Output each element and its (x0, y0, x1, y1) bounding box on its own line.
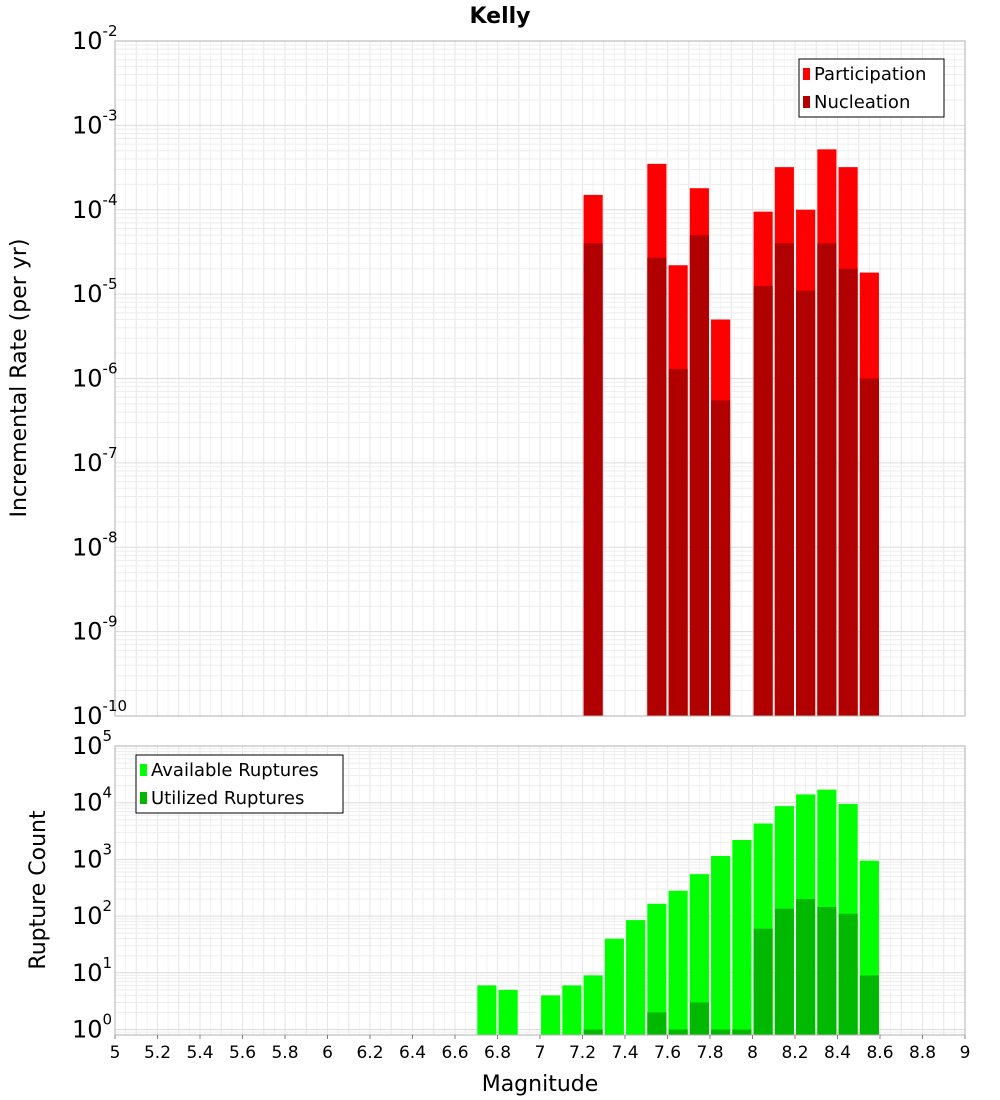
bottom-y-tick-label: 102 (72, 897, 112, 930)
top-bar-nucleation (753, 285, 773, 716)
bottom-bar-available-ruptures (647, 903, 667, 1035)
bottom-y-tick-label: 100 (72, 1011, 112, 1044)
bottom-bar-available-ruptures (477, 985, 497, 1035)
bottom-bar-available-ruptures (604, 938, 624, 1035)
bottom-y-tick-label: 104 (72, 784, 112, 817)
top-y-tick-label: 10-5 (72, 275, 118, 308)
chart-title: Kelly (469, 4, 530, 29)
bottom-legend-label: Utilized Ruptures (151, 788, 304, 809)
x-tick-label: 8.8 (909, 1043, 936, 1063)
bottom-legend-swatch (140, 792, 147, 804)
bottom-bar-utilized-ruptures (817, 906, 837, 1035)
bottom-bar-utilized-ruptures (859, 975, 879, 1035)
bottom-legend-label: Available Ruptures (151, 760, 319, 781)
bottom-bar-available-ruptures (583, 975, 603, 1035)
x-tick-label: 7.6 (654, 1043, 681, 1063)
top-legend-label: Participation (814, 64, 926, 85)
x-tick-label: 8.2 (781, 1043, 808, 1063)
bottom-bars (477, 789, 879, 1035)
x-tick-label: 7 (535, 1043, 546, 1063)
top-grid (114, 41, 966, 717)
x-tick-label: 5.2 (144, 1043, 171, 1063)
top-y-ticks: 10-10 10-9 10-8 10-7 10-6 10-5 10-4 10-3 10-2 (72, 22, 127, 730)
bottom-legend: Available Ruptures Utilized Ruptures (135, 754, 344, 814)
top-plot: 10-10 10-9 10-8 10-7 10-6 10-5 10-4 10-3 10-2 Par… (72, 22, 966, 730)
bottom-bar-utilized-ruptures (838, 913, 858, 1035)
bottom-y-tick-label: 105 (72, 727, 112, 760)
top-bar-nucleation (817, 243, 837, 717)
top-legend-box (798, 58, 945, 118)
bottom-y-tick-label: 103 (72, 840, 112, 873)
x-tick-label: 8 (747, 1043, 758, 1063)
bottom-bar-utilized-ruptures (711, 1029, 731, 1035)
top-bar-nucleation (859, 378, 879, 716)
x-tick-label: 9 (960, 1043, 971, 1063)
x-tick-label: 7.8 (696, 1043, 723, 1063)
top-y-axis-title: Incremental Rate (per yr) (7, 239, 32, 518)
bottom-bar-available-ruptures (732, 839, 752, 1035)
top-y-tick-label: 10-9 (72, 613, 118, 646)
top-legend: Participation Nucleation (798, 58, 945, 118)
bottom-bar-utilized-ruptures (732, 1029, 752, 1035)
x-tick-label: 5 (110, 1043, 121, 1063)
top-bar-nucleation (711, 400, 731, 716)
x-tick-label: 7.2 (569, 1043, 596, 1063)
x-tick-label: 6.8 (484, 1043, 511, 1063)
top-y-tick-label: 10-6 (72, 360, 118, 393)
bottom-bar-available-ruptures (498, 989, 518, 1035)
top-bar-nucleation (583, 243, 603, 717)
bottom-bar-utilized-ruptures (796, 899, 816, 1035)
bottom-bar-available-ruptures (626, 920, 646, 1035)
x-tick-label: 8.4 (824, 1043, 851, 1063)
bottom-bar-utilized-ruptures (774, 908, 794, 1035)
bottom-plot: 100 101 102 103 104 105 Available Ruptures Util… (72, 727, 966, 1044)
top-bar-nucleation (774, 243, 794, 717)
x-tick-label: 7.4 (611, 1043, 638, 1063)
bottom-bar-available-ruptures (689, 874, 709, 1035)
bottom-bar-available-ruptures (562, 985, 582, 1035)
top-bar-nucleation (838, 268, 858, 716)
bottom-y-axis-title: Rupture Count (26, 810, 51, 970)
top-legend-swatch (803, 96, 810, 108)
x-tick-label: 6.6 (441, 1043, 468, 1063)
bottom-bar-available-ruptures (541, 995, 561, 1035)
top-plot-border (114, 40, 966, 717)
bottom-bar-utilized-ruptures (689, 1002, 709, 1035)
top-legend-swatch (803, 68, 810, 80)
x-ticks: 5 5.2 5.4 5.6 5.8 6 6.2 6.4 6.6 6.8 7 7.2 7.4 7.6 7.8 8… (110, 1035, 971, 1063)
x-tick-label: 8.6 (866, 1043, 893, 1063)
bottom-bar-utilized-ruptures (583, 1029, 603, 1035)
x-tick-label: 5.4 (186, 1043, 213, 1063)
bottom-bar-utilized-ruptures (753, 928, 773, 1035)
bottom-legend-swatch (140, 764, 147, 776)
top-y-tick-label: 10-2 (72, 22, 118, 55)
x-axis-title: Magnitude (482, 1072, 599, 1097)
x-tick-label: 6.2 (356, 1043, 383, 1063)
top-y-tick-label: 10-8 (72, 528, 118, 561)
top-bar-nucleation (796, 290, 816, 716)
x-tick-label: 6 (322, 1043, 333, 1063)
top-legend-label: Nucleation (814, 92, 910, 113)
top-bars (583, 149, 879, 717)
top-bar-nucleation (647, 257, 667, 716)
x-tick-label: 6.4 (399, 1043, 426, 1063)
bottom-bar-utilized-ruptures (647, 1012, 667, 1035)
bottom-bar-available-ruptures (668, 890, 688, 1035)
top-bar-nucleation (668, 368, 688, 716)
top-bar-nucleation (689, 235, 709, 716)
x-tick-label: 5.8 (271, 1043, 298, 1063)
bottom-bar-available-ruptures (711, 855, 731, 1035)
bottom-legend-box (135, 754, 344, 814)
top-y-tick-label: 10-7 (72, 444, 118, 477)
top-y-tick-label: 10-10 (72, 697, 127, 730)
top-y-tick-label: 10-4 (72, 191, 118, 224)
top-y-tick-label: 10-3 (72, 106, 118, 139)
bottom-y-tick-label: 101 (72, 954, 112, 987)
x-tick-label: 5.6 (229, 1043, 256, 1063)
bottom-bar-utilized-ruptures (668, 1029, 688, 1035)
bottom-y-ticks: 100 101 102 103 104 105 (72, 727, 112, 1044)
